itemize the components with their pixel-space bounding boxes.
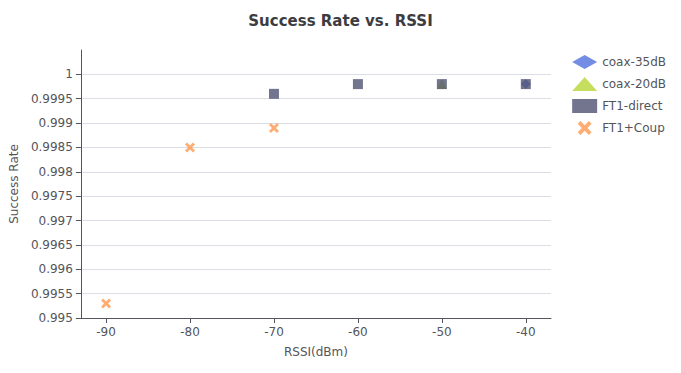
svg-text:0.997: 0.997 — [39, 214, 73, 228]
svg-text:RSSI(dBm): RSSI(dBm) — [284, 345, 348, 359]
svg-text:-70: -70 — [264, 325, 284, 339]
svg-text:Success Rate vs. RSSI: Success Rate vs. RSSI — [248, 12, 432, 30]
svg-text:1: 1 — [65, 67, 73, 81]
svg-text:0.995: 0.995 — [39, 311, 73, 325]
svg-text:0.9975: 0.9975 — [31, 189, 73, 203]
svg-text:FT1-direct: FT1-direct — [602, 99, 663, 113]
svg-text:coax-35dB: coax-35dB — [602, 55, 666, 69]
svg-text:0.996: 0.996 — [39, 262, 73, 276]
svg-text:0.9995: 0.9995 — [31, 92, 73, 106]
svg-text:FT1+Coup: FT1+Coup — [602, 121, 665, 135]
svg-text:-50: -50 — [432, 325, 452, 339]
svg-text:0.998: 0.998 — [39, 165, 73, 179]
svg-text:-60: -60 — [348, 325, 368, 339]
svg-text:-80: -80 — [180, 325, 200, 339]
svg-text:0.9955: 0.9955 — [31, 287, 73, 301]
svg-text:0.9965: 0.9965 — [31, 238, 73, 252]
svg-text:-40: -40 — [516, 325, 536, 339]
svg-text:-90: -90 — [96, 325, 116, 339]
svg-text:0.9985: 0.9985 — [31, 140, 73, 154]
svg-text:coax-20dB: coax-20dB — [602, 77, 666, 91]
svg-text:0.999: 0.999 — [39, 116, 73, 130]
svg-text:Success Rate: Success Rate — [7, 144, 21, 224]
